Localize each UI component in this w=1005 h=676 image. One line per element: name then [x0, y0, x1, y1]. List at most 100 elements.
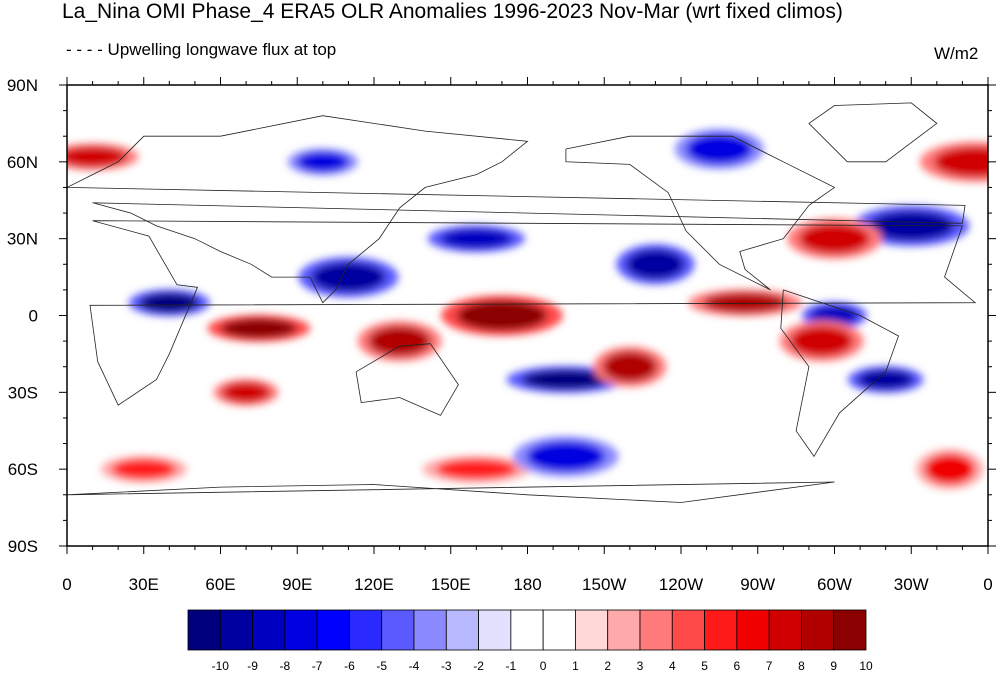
colorbar-label: -9 [247, 659, 258, 673]
coastline [565, 135, 836, 291]
units-label: W/m2 [934, 44, 979, 63]
anomaly-feature [436, 459, 517, 480]
colorbar-label: -4 [409, 659, 420, 673]
anomaly-feature [857, 369, 914, 390]
figure-subtitle: - - - - Upwelling longwave flux at top [66, 40, 336, 60]
anomaly-feature [67, 146, 127, 167]
map-area [67, 85, 988, 546]
lon-label: 60E [205, 575, 235, 594]
lon-label: 120W [659, 575, 703, 594]
lat-label: 0 [29, 307, 38, 326]
colorbar-box [284, 609, 318, 651]
colorbar-box [639, 609, 673, 651]
coastline [355, 343, 459, 416]
colorbar-box [607, 609, 641, 651]
colorbar-label: 10 [859, 659, 873, 673]
colorbar-label: 0 [540, 659, 547, 673]
lon-label: 120E [354, 575, 394, 594]
colorbar-label: -8 [280, 659, 291, 673]
anomaly-feature [139, 292, 200, 313]
anomaly-feature [924, 454, 975, 485]
colorbar-label: 3 [637, 659, 644, 673]
coastline [89, 220, 977, 406]
anomaly-feature [111, 459, 176, 480]
lon-label: 30E [129, 575, 159, 594]
colorbar-label: -10 [212, 659, 230, 673]
colorbar-box [833, 609, 867, 651]
colorbar-label: -1 [506, 659, 517, 673]
colorbar-box [801, 609, 835, 651]
anomaly-feature [810, 305, 859, 326]
colorbar-label: -6 [344, 659, 355, 673]
lon-label: 30W [894, 575, 929, 594]
anomaly-feature [440, 228, 513, 249]
lon-label: 60W [817, 575, 852, 594]
anomaly-feature [702, 292, 787, 313]
colorbar: -10 -9 -8 -7 -6 -5 -4 -3 -2 -1 0 1 2 3 4 5 6 7 8 9 10 [187, 609, 873, 673]
colorbar-box [381, 609, 415, 651]
anomaly-feature [626, 249, 685, 280]
lon-label: 180 [513, 575, 541, 594]
coastline [808, 102, 938, 163]
colorbar-label: 2 [604, 659, 611, 673]
colorbar-label: 1 [572, 659, 579, 673]
anomaly-feature [602, 351, 657, 382]
colorbar-label: -2 [473, 659, 484, 673]
colorbar-label: 7 [766, 659, 773, 673]
colorbar-box [413, 609, 447, 651]
anomaly-feature [220, 318, 297, 339]
olr-anomaly-field [67, 128, 988, 490]
colorbar-label: -5 [376, 659, 387, 673]
colorbar-box [252, 609, 286, 651]
lat-label: 60N [7, 153, 38, 172]
colorbar-box [768, 609, 802, 651]
colorbar-box [445, 609, 479, 651]
anomaly-feature [368, 326, 431, 357]
colorbar-box [542, 609, 576, 651]
longitude-labels: 0 30E 60E 90E 120E 150E 180 150W 120W 90W 60W 30W 0 [62, 575, 992, 594]
colorbar-box [187, 609, 221, 651]
figure-title: La_Nina OMI Phase_4 ERA5 OLR Anomalies 1… [62, 0, 843, 23]
subtitle-text: Upwelling longwave flux at top [107, 40, 337, 59]
colorbar-box [510, 609, 544, 651]
colorbar-label: 8 [798, 659, 805, 673]
anomaly-feature [686, 134, 753, 165]
colorbar-box [349, 609, 383, 651]
anomaly-feature [934, 146, 988, 177]
lat-label: 30S [8, 383, 38, 402]
lon-label: 0 [62, 575, 71, 594]
colorbar-label: 5 [701, 659, 708, 673]
lat-label: 30N [7, 230, 38, 249]
colorbar-box [316, 609, 350, 651]
coastlines [67, 102, 977, 503]
lat-label: 90S [8, 537, 38, 556]
colorbar-box [671, 609, 705, 651]
colorbar-box [219, 609, 253, 651]
dashed-line-legend: - - - - [66, 40, 108, 59]
anomaly-feature [311, 262, 386, 293]
lat-label: 60S [8, 460, 38, 479]
anomaly-feature [456, 300, 547, 331]
anomaly-feature [222, 382, 271, 403]
colorbar-label: 9 [830, 659, 837, 673]
colorbar-box [478, 609, 512, 651]
colorbar-box [736, 609, 770, 651]
colorbar-box [704, 609, 738, 651]
anomaly-feature [799, 223, 870, 254]
anomaly-feature [296, 151, 349, 172]
colorbar-label: 4 [669, 659, 676, 673]
colorbar-label: 6 [734, 659, 741, 673]
colorbar-label: -3 [441, 659, 452, 673]
coastline [67, 115, 966, 304]
latitude-labels: 90N 60N 30N 0 30S 60S 90S [7, 76, 38, 556]
axis-ticks [59, 77, 996, 554]
anomaly-feature [790, 326, 853, 357]
colorbar-box [575, 609, 609, 651]
lon-label: 0 [983, 575, 992, 594]
anomaly-feature [526, 441, 605, 472]
lat-label: 90N [7, 76, 38, 95]
lon-label: 90W [740, 575, 775, 594]
lon-label: 150E [431, 575, 471, 594]
coastline [67, 481, 835, 503]
